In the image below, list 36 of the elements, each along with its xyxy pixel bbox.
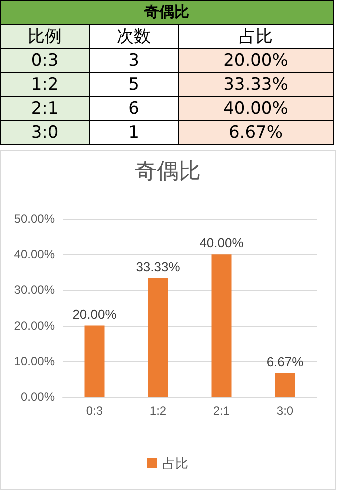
data-label: 6.67% bbox=[178, 120, 334, 144]
data-label: 40.00% bbox=[200, 236, 244, 251]
text: 比例 bbox=[0, 24, 90, 48]
x-tick-label: 0:3 bbox=[86, 404, 104, 418]
y-tick-label: 50.00% bbox=[14, 212, 56, 226]
category-label: 2:1 bbox=[0, 96, 90, 120]
x-tick-label: 3:0 bbox=[276, 404, 294, 418]
data-label: 5 bbox=[90, 72, 178, 96]
data-label: 40.00% bbox=[178, 96, 334, 120]
category-label: 3:0 bbox=[0, 120, 90, 144]
data-label: 20.00% bbox=[178, 48, 334, 72]
text: 次数 bbox=[90, 24, 178, 48]
category-label: 1:2 bbox=[0, 72, 90, 96]
x-tick-label: 2:1 bbox=[213, 404, 230, 418]
text: 奇偶比 bbox=[0, 0, 334, 24]
y-tick-label: 30.00% bbox=[14, 283, 56, 298]
y-tick-label: 0.00% bbox=[20, 390, 56, 404]
x-tick-label: 1:2 bbox=[150, 404, 167, 418]
bar bbox=[275, 373, 296, 397]
bar bbox=[84, 326, 105, 397]
data-label: 3 bbox=[90, 48, 178, 72]
bar bbox=[212, 254, 232, 397]
bar bbox=[148, 278, 168, 397]
data-label: 20.00% bbox=[72, 306, 118, 322]
data-label: 6.67% bbox=[266, 354, 304, 370]
chart-title: 奇偶比 bbox=[135, 158, 201, 184]
legend-label: 占比 bbox=[162, 456, 188, 471]
data-label: 1 bbox=[90, 120, 178, 144]
data-label: 6 bbox=[90, 96, 178, 120]
data-label: 33.33% bbox=[136, 259, 181, 274]
y-tick-label: 20.00% bbox=[14, 318, 56, 333]
y-tick-label: 10.00% bbox=[14, 354, 56, 368]
y-tick-label: 40.00% bbox=[14, 248, 56, 262]
category-label: 0:3 bbox=[0, 48, 90, 72]
data-label: 33.33% bbox=[178, 72, 334, 96]
series-label: 占比 bbox=[178, 24, 334, 48]
